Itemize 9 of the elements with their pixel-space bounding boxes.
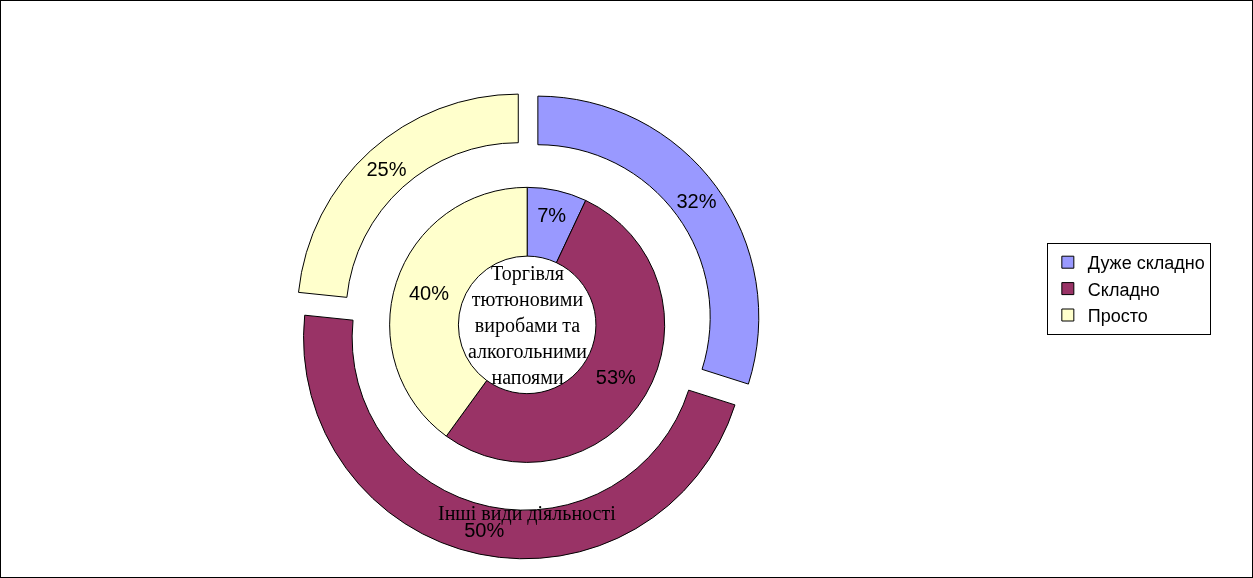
legend-label: Дуже складно <box>1087 253 1205 274</box>
legend-label: Просто <box>1087 306 1148 327</box>
slice-label: Торгівля тютюновими виробами та алкогольними напоями <box>468 262 588 388</box>
legend-label: Складно <box>1087 279 1160 300</box>
data-label: 53% <box>595 366 637 389</box>
data-label: 7% <box>537 203 567 226</box>
data-label: 25% <box>366 158 407 181</box>
data-label: 40% <box>408 282 450 304</box>
data-label: 32% <box>676 190 717 213</box>
